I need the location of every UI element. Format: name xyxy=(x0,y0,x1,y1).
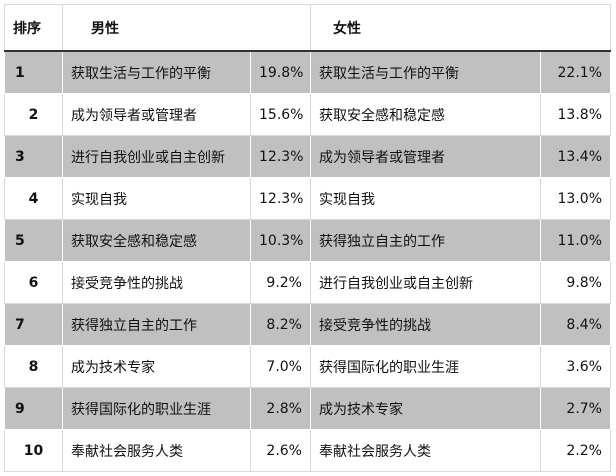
female-percent: 13.0% xyxy=(540,177,611,220)
female-header: 女性 xyxy=(310,4,541,52)
male-item: 奉献社会服务人类 xyxy=(62,429,251,472)
rank-cell: 8 xyxy=(4,345,63,388)
rank-cell: 10 xyxy=(4,429,63,472)
female-item: 获取安全感和稳定感 xyxy=(310,93,541,136)
table-row: 1 获取生活与工作的平衡 19.8% 获取生活与工作的平衡 22.1% xyxy=(4,50,611,94)
female-item: 实现自我 xyxy=(310,177,541,220)
female-item: 成为领导者或管理者 xyxy=(310,135,541,178)
table-row: 8 成为技术专家 7.0% 获得国际化的职业生涯 3.6% xyxy=(4,345,611,388)
male-item: 成为技术专家 xyxy=(62,345,251,388)
female-percent: 9.8% xyxy=(540,261,611,304)
header-row: 排序 男性 女性 xyxy=(4,4,611,52)
male-item: 获得国际化的职业生涯 xyxy=(62,387,251,430)
header-spacer xyxy=(540,4,611,52)
female-percent: 2.7% xyxy=(540,387,611,430)
male-item: 实现自我 xyxy=(62,177,251,220)
male-percent: 12.3% xyxy=(250,135,311,178)
male-percent: 2.6% xyxy=(250,429,311,472)
male-percent: 9.2% xyxy=(250,261,311,304)
female-item: 获得独立自主的工作 xyxy=(310,219,541,262)
rank-cell: 9 xyxy=(4,387,63,430)
male-percent: 10.3% xyxy=(250,219,311,262)
rank-cell: 6 xyxy=(4,261,63,304)
header-spacer xyxy=(250,4,311,52)
table-row: 10 奉献社会服务人类 2.6% 奉献社会服务人类 2.2% xyxy=(4,429,611,472)
rank-cell: 4 xyxy=(4,177,63,220)
male-item: 获得独立自主的工作 xyxy=(62,303,251,346)
male-item: 获取生活与工作的平衡 xyxy=(62,50,251,94)
female-item: 成为技术专家 xyxy=(310,387,541,430)
table-header: 排序 男性 女性 xyxy=(4,4,611,52)
male-percent: 15.6% xyxy=(250,93,311,136)
female-item: 奉献社会服务人类 xyxy=(310,429,541,472)
ranking-table: 排序 男性 女性 1 获取生活与工作的平衡 19.8% 获取生活与工作的平衡 22.1%… xyxy=(4,4,611,472)
male-percent: 8.2% xyxy=(250,303,311,346)
female-percent: 13.4% xyxy=(540,135,611,178)
male-percent: 2.8% xyxy=(250,387,311,430)
rank-cell: 7 xyxy=(4,303,63,346)
table-row: 7 获得独立自主的工作 8.2% 接受竞争性的挑战 8.4% xyxy=(4,303,611,346)
female-percent: 8.4% xyxy=(540,303,611,346)
male-header: 男性 xyxy=(62,4,251,52)
female-percent: 3.6% xyxy=(540,345,611,388)
rank-cell: 2 xyxy=(4,93,63,136)
female-item: 进行自我创业或自主创新 xyxy=(310,261,541,304)
table-row: 2 成为领导者或管理者 15.6% 获取安全感和稳定感 13.8% xyxy=(4,93,611,136)
male-item: 成为领导者或管理者 xyxy=(62,93,251,136)
rank-cell: 1 xyxy=(4,50,63,94)
male-percent: 12.3% xyxy=(250,177,311,220)
table-row: 9 获得国际化的职业生涯 2.8% 成为技术专家 2.7% xyxy=(4,387,611,430)
male-percent: 19.8% xyxy=(250,50,311,94)
female-percent: 22.1% xyxy=(540,50,611,94)
male-item: 接受竞争性的挑战 xyxy=(62,261,251,304)
table-body: 1 获取生活与工作的平衡 19.8% 获取生活与工作的平衡 22.1% 2 成为领导者或管理… xyxy=(4,50,611,472)
male-item: 获取安全感和稳定感 xyxy=(62,219,251,262)
table-row: 3 进行自我创业或自主创新 12.3% 成为领导者或管理者 13.4% xyxy=(4,135,611,178)
rank-cell: 3 xyxy=(4,135,63,178)
female-percent: 13.8% xyxy=(540,93,611,136)
male-percent: 7.0% xyxy=(250,345,311,388)
female-item: 接受竞争性的挑战 xyxy=(310,303,541,346)
table-row: 5 获取安全感和稳定感 10.3% 获得独立自主的工作 11.0% xyxy=(4,219,611,262)
table-row: 4 实现自我 12.3% 实现自我 13.0% xyxy=(4,177,611,220)
male-item: 进行自我创业或自主创新 xyxy=(62,135,251,178)
table-row: 6 接受竞争性的挑战 9.2% 进行自我创业或自主创新 9.8% xyxy=(4,261,611,304)
rank-header: 排序 xyxy=(4,4,63,52)
rank-cell: 5 xyxy=(4,219,63,262)
female-item: 获取生活与工作的平衡 xyxy=(310,50,541,94)
female-percent: 2.2% xyxy=(540,429,611,472)
female-item: 获得国际化的职业生涯 xyxy=(310,345,541,388)
female-percent: 11.0% xyxy=(540,219,611,262)
